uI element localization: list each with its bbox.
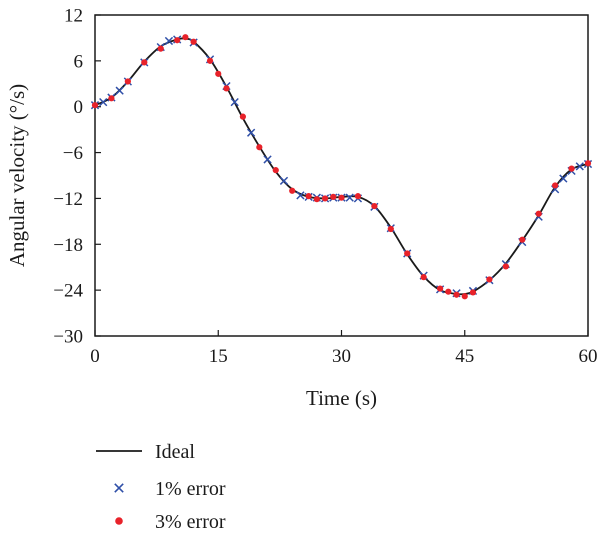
data-point-3-error	[445, 288, 452, 295]
data-point-3-error	[552, 182, 559, 189]
plot-frame	[94, 14, 589, 337]
data-point-3-error	[141, 59, 148, 66]
x-tick-label: 30	[332, 346, 351, 367]
data-point-3-error	[502, 263, 509, 270]
data-point-3-error	[124, 78, 131, 85]
legend-label-3-error: 3% error	[155, 511, 226, 533]
data-point-3-error	[437, 285, 444, 292]
data-point-1-error	[99, 97, 108, 107]
y-tick-label: −18	[53, 235, 83, 256]
data-point-3-error	[108, 95, 115, 102]
data-point-3-error	[387, 225, 394, 233]
legend-label-ideal: Ideal	[155, 441, 195, 463]
data-point-3-error	[486, 276, 493, 283]
data-point-3-error	[535, 210, 542, 217]
data-point-1-error	[296, 191, 305, 200]
legend-marker-3-error	[115, 517, 123, 525]
data-point-3-error	[519, 236, 526, 243]
x-axis-title: Time (s)	[306, 386, 377, 410]
y-tick-label: −30	[53, 327, 83, 348]
data-point-3-error	[469, 289, 477, 296]
data-point-1-error	[279, 176, 289, 185]
data-point-3-error	[272, 167, 279, 174]
data-point-3-error	[354, 193, 362, 200]
data-point-3-error	[453, 291, 460, 298]
data-point-3-error	[256, 144, 263, 151]
data-point-3-error	[289, 187, 296, 194]
data-point-3-error	[305, 193, 312, 200]
data-point-1-error	[559, 174, 568, 183]
x-tick-label: 0	[90, 346, 100, 367]
data-point-1-error	[263, 155, 272, 164]
x-tick-label: 45	[455, 346, 474, 367]
y-axis-title: Angular velocity (°/s)	[5, 84, 29, 267]
plot-series	[90, 34, 593, 300]
y-tick-label: −6	[63, 143, 83, 164]
y-tick-label: −24	[53, 281, 83, 302]
data-point-3-error	[157, 45, 164, 52]
data-point-1-error	[164, 36, 174, 46]
data-point-1-error	[575, 162, 584, 171]
legend-label-1-error: 1% error	[155, 478, 226, 500]
data-point-3-error	[330, 193, 337, 200]
data-point-3-error	[182, 34, 189, 41]
data-point-3-error	[404, 250, 411, 257]
x-tick-label: 15	[209, 346, 228, 367]
data-point-3-error	[206, 57, 214, 64]
data-point-3-error	[321, 195, 329, 202]
y-tick-label: −12	[53, 189, 83, 210]
series-line-ideal	[94, 37, 589, 296]
data-point-3-error	[371, 202, 378, 210]
data-point-3-error	[215, 70, 222, 77]
data-point-3-error	[174, 37, 181, 44]
x-tick-label: 60	[579, 346, 598, 367]
data-point-3-error	[420, 274, 427, 281]
data-point-1-error	[246, 128, 256, 137]
data-point-1-error	[345, 193, 354, 202]
data-point-3-error	[313, 196, 320, 203]
data-point-3-error	[584, 160, 592, 167]
data-point-3-error	[91, 102, 99, 109]
data-point-3-error	[461, 293, 468, 300]
y-tick-label: 0	[74, 97, 84, 118]
y-tick-label: 6	[74, 51, 84, 72]
data-point-1-error	[115, 86, 124, 95]
data-point-3-error	[223, 85, 230, 92]
data-point-1-error	[230, 97, 239, 107]
data-point-3-error	[190, 38, 197, 45]
y-tick-label: 12	[64, 6, 83, 27]
data-point-3-error	[568, 165, 575, 172]
legend: Ideal 1% error 3% error	[96, 441, 226, 533]
legend-marker-1-error	[114, 483, 124, 493]
data-point-3-error	[239, 113, 246, 120]
data-point-3-error	[338, 194, 345, 201]
